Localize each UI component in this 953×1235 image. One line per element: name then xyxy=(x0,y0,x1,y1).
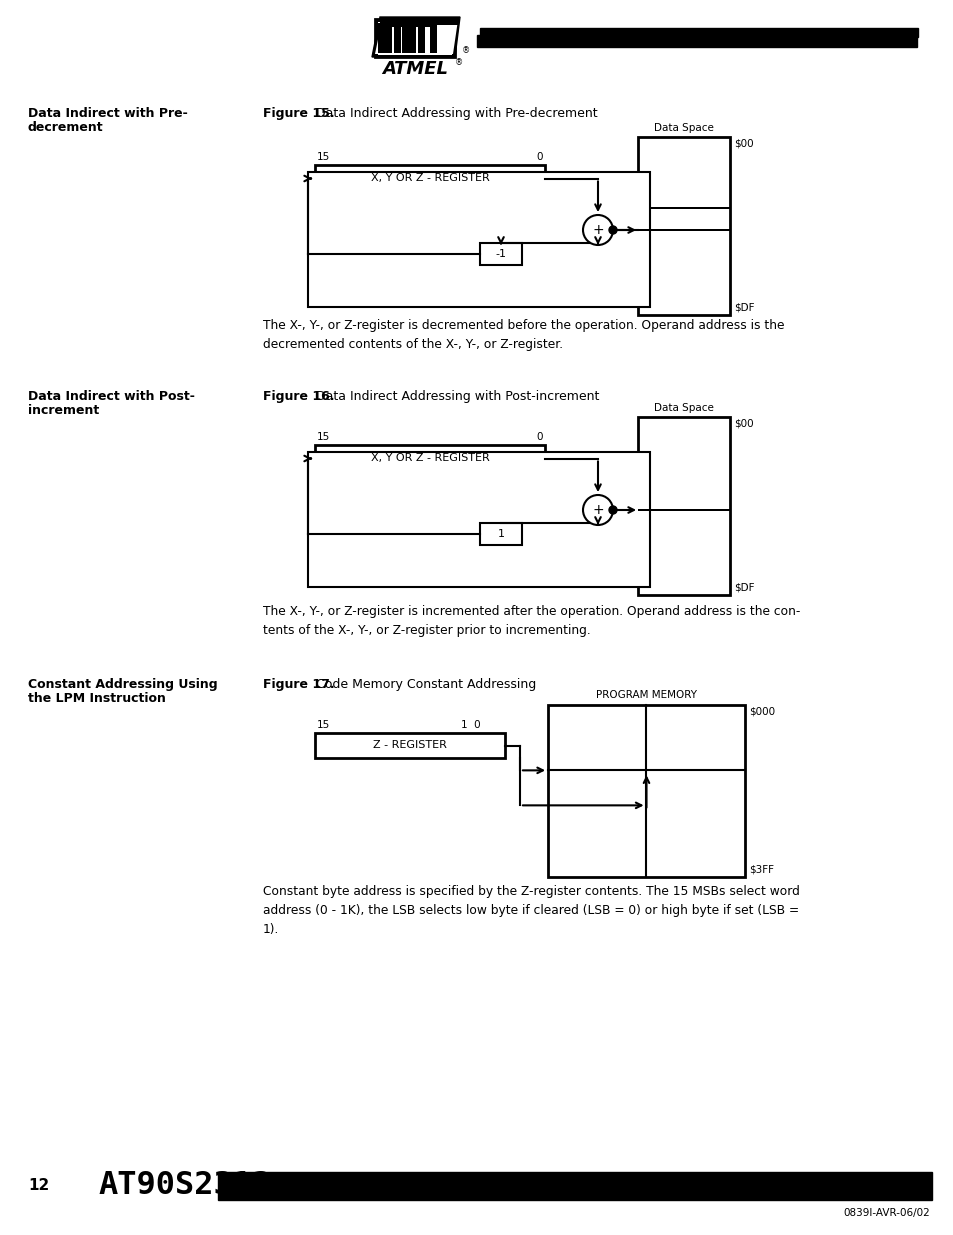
Bar xyxy=(308,452,649,587)
Circle shape xyxy=(608,226,617,233)
Text: Figure 16.: Figure 16. xyxy=(263,390,335,403)
Text: $00: $00 xyxy=(733,140,753,149)
Text: X, Y OR Z - REGISTER: X, Y OR Z - REGISTER xyxy=(370,453,489,463)
Text: 15: 15 xyxy=(316,152,330,162)
Bar xyxy=(375,19,455,57)
Text: Z - REGISTER: Z - REGISTER xyxy=(373,741,446,751)
Bar xyxy=(410,23,416,53)
Bar xyxy=(638,509,729,511)
Text: $00: $00 xyxy=(733,419,753,429)
Bar xyxy=(638,137,729,315)
Text: Data Indirect Addressing with Post-increment: Data Indirect Addressing with Post-incre… xyxy=(315,390,598,403)
Bar xyxy=(638,417,729,595)
Text: 0: 0 xyxy=(536,152,542,162)
Bar xyxy=(476,35,916,47)
Text: ATMEL: ATMEL xyxy=(381,61,448,78)
Text: 0839I-AVR-06/02: 0839I-AVR-06/02 xyxy=(842,1208,929,1218)
Bar xyxy=(401,23,408,53)
Bar xyxy=(377,22,452,56)
Text: The X-, Y-, or Z-register is decremented before the operation. Operand address i: The X-, Y-, or Z-register is decremented… xyxy=(263,319,783,351)
Circle shape xyxy=(582,495,613,525)
Bar xyxy=(381,23,389,53)
Text: the LPM Instruction: the LPM Instruction xyxy=(28,692,166,705)
Text: $DF: $DF xyxy=(733,582,754,592)
Circle shape xyxy=(582,215,613,245)
Text: Constant Addressing Using: Constant Addressing Using xyxy=(28,678,217,692)
Polygon shape xyxy=(375,20,457,54)
Bar xyxy=(417,23,424,53)
Text: Data Indirect with Pre-: Data Indirect with Pre- xyxy=(28,107,188,120)
Bar xyxy=(479,28,917,37)
Text: 1  0: 1 0 xyxy=(461,720,480,730)
Text: Constant byte address is specified by the Z-register contents. The 15 MSBs selec: Constant byte address is specified by th… xyxy=(263,885,799,936)
Text: increment: increment xyxy=(28,404,99,417)
Bar xyxy=(638,207,729,209)
Text: Code Memory Constant Addressing: Code Memory Constant Addressing xyxy=(315,678,536,692)
Text: 12: 12 xyxy=(28,1178,50,1193)
Bar xyxy=(547,705,744,877)
Bar xyxy=(314,734,504,758)
Text: X, Y OR Z - REGISTER: X, Y OR Z - REGISTER xyxy=(370,173,489,184)
Text: The X-, Y-, or Z-register is incremented after the operation. Operand address is: The X-, Y-, or Z-register is incremented… xyxy=(263,605,800,637)
Bar xyxy=(430,23,436,53)
Bar xyxy=(386,23,392,53)
Text: 1: 1 xyxy=(497,529,504,538)
Bar xyxy=(314,165,544,191)
Bar xyxy=(479,522,521,545)
Text: Figure 17.: Figure 17. xyxy=(263,678,335,692)
Bar xyxy=(479,243,521,266)
Bar xyxy=(385,19,435,27)
Circle shape xyxy=(608,506,617,514)
Text: 0: 0 xyxy=(536,432,542,442)
Text: PROGRAM MEMORY: PROGRAM MEMORY xyxy=(596,690,697,700)
Text: $000: $000 xyxy=(748,706,774,718)
Text: ®: ® xyxy=(455,58,463,67)
Text: +: + xyxy=(592,224,603,237)
Bar xyxy=(406,23,413,53)
Bar xyxy=(394,23,400,53)
Text: $3FF: $3FF xyxy=(748,864,773,876)
Text: Data Space: Data Space xyxy=(654,124,713,133)
Text: 15: 15 xyxy=(316,432,330,442)
Bar xyxy=(379,17,457,25)
Bar xyxy=(314,445,544,472)
Text: $DF: $DF xyxy=(733,303,754,312)
Bar xyxy=(308,172,649,308)
Bar xyxy=(638,228,729,231)
Text: Figure 15.: Figure 15. xyxy=(263,107,335,120)
Bar xyxy=(218,1172,931,1200)
Bar xyxy=(377,23,384,53)
Text: 15: 15 xyxy=(316,720,330,730)
Polygon shape xyxy=(372,17,459,57)
Text: Data Indirect with Post-: Data Indirect with Post- xyxy=(28,390,194,403)
Bar xyxy=(394,23,399,53)
Text: Data Space: Data Space xyxy=(654,403,713,412)
Text: decrement: decrement xyxy=(28,121,104,135)
Text: +: + xyxy=(592,503,603,517)
Text: ®: ® xyxy=(461,46,470,56)
Text: Data Indirect Addressing with Pre-decrement: Data Indirect Addressing with Pre-decrem… xyxy=(315,107,597,120)
Text: -1: -1 xyxy=(495,249,506,259)
Text: AT90S2313: AT90S2313 xyxy=(98,1171,271,1202)
